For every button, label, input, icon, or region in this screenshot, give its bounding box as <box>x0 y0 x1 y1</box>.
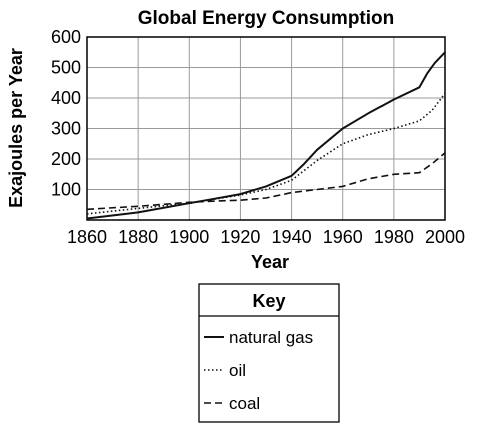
legend-label: oil <box>229 361 246 380</box>
x-tick-label: 1980 <box>374 227 414 247</box>
series-line-oil <box>86 92 446 215</box>
series-line-coal <box>86 152 446 211</box>
legend-title: Key <box>252 291 285 311</box>
y-tick-label: 300 <box>51 119 81 139</box>
grid <box>86 36 446 220</box>
x-tick-label: 1860 <box>67 227 107 247</box>
legend-label: natural gas <box>229 328 313 347</box>
legend-entries: natural gas oil coal <box>204 328 313 413</box>
legend: Key natural gas oil coal <box>198 283 340 423</box>
plot-frame <box>86 36 446 221</box>
x-tick-label: 1880 <box>118 227 158 247</box>
x-tick-label: 2000 <box>425 227 465 247</box>
x-tick-label: 1960 <box>323 227 363 247</box>
x-tick-label: 1940 <box>272 227 312 247</box>
series-lines <box>86 51 446 220</box>
y-tick-label: 200 <box>51 149 81 169</box>
y-tick-label: 500 <box>51 58 81 78</box>
x-tick-labels: 1860 1880 1900 1920 1940 1960 1980 2000 <box>67 227 465 247</box>
x-tick-label: 1920 <box>220 227 260 247</box>
y-tick-label: 600 <box>51 27 81 47</box>
x-axis-label: Year <box>251 252 289 272</box>
chart-title: Global Energy Consumption <box>138 8 395 29</box>
y-tick-label: 100 <box>51 180 81 200</box>
y-axis-label: Exajoules per Year <box>6 48 26 208</box>
series-line-natural-gas <box>86 51 446 220</box>
x-tick-label: 1900 <box>169 227 209 247</box>
y-tick-labels: 100 200 300 400 500 600 <box>51 27 81 200</box>
legend-label: coal <box>229 394 260 413</box>
y-tick-label: 400 <box>51 88 81 108</box>
legend-box <box>198 283 340 423</box>
